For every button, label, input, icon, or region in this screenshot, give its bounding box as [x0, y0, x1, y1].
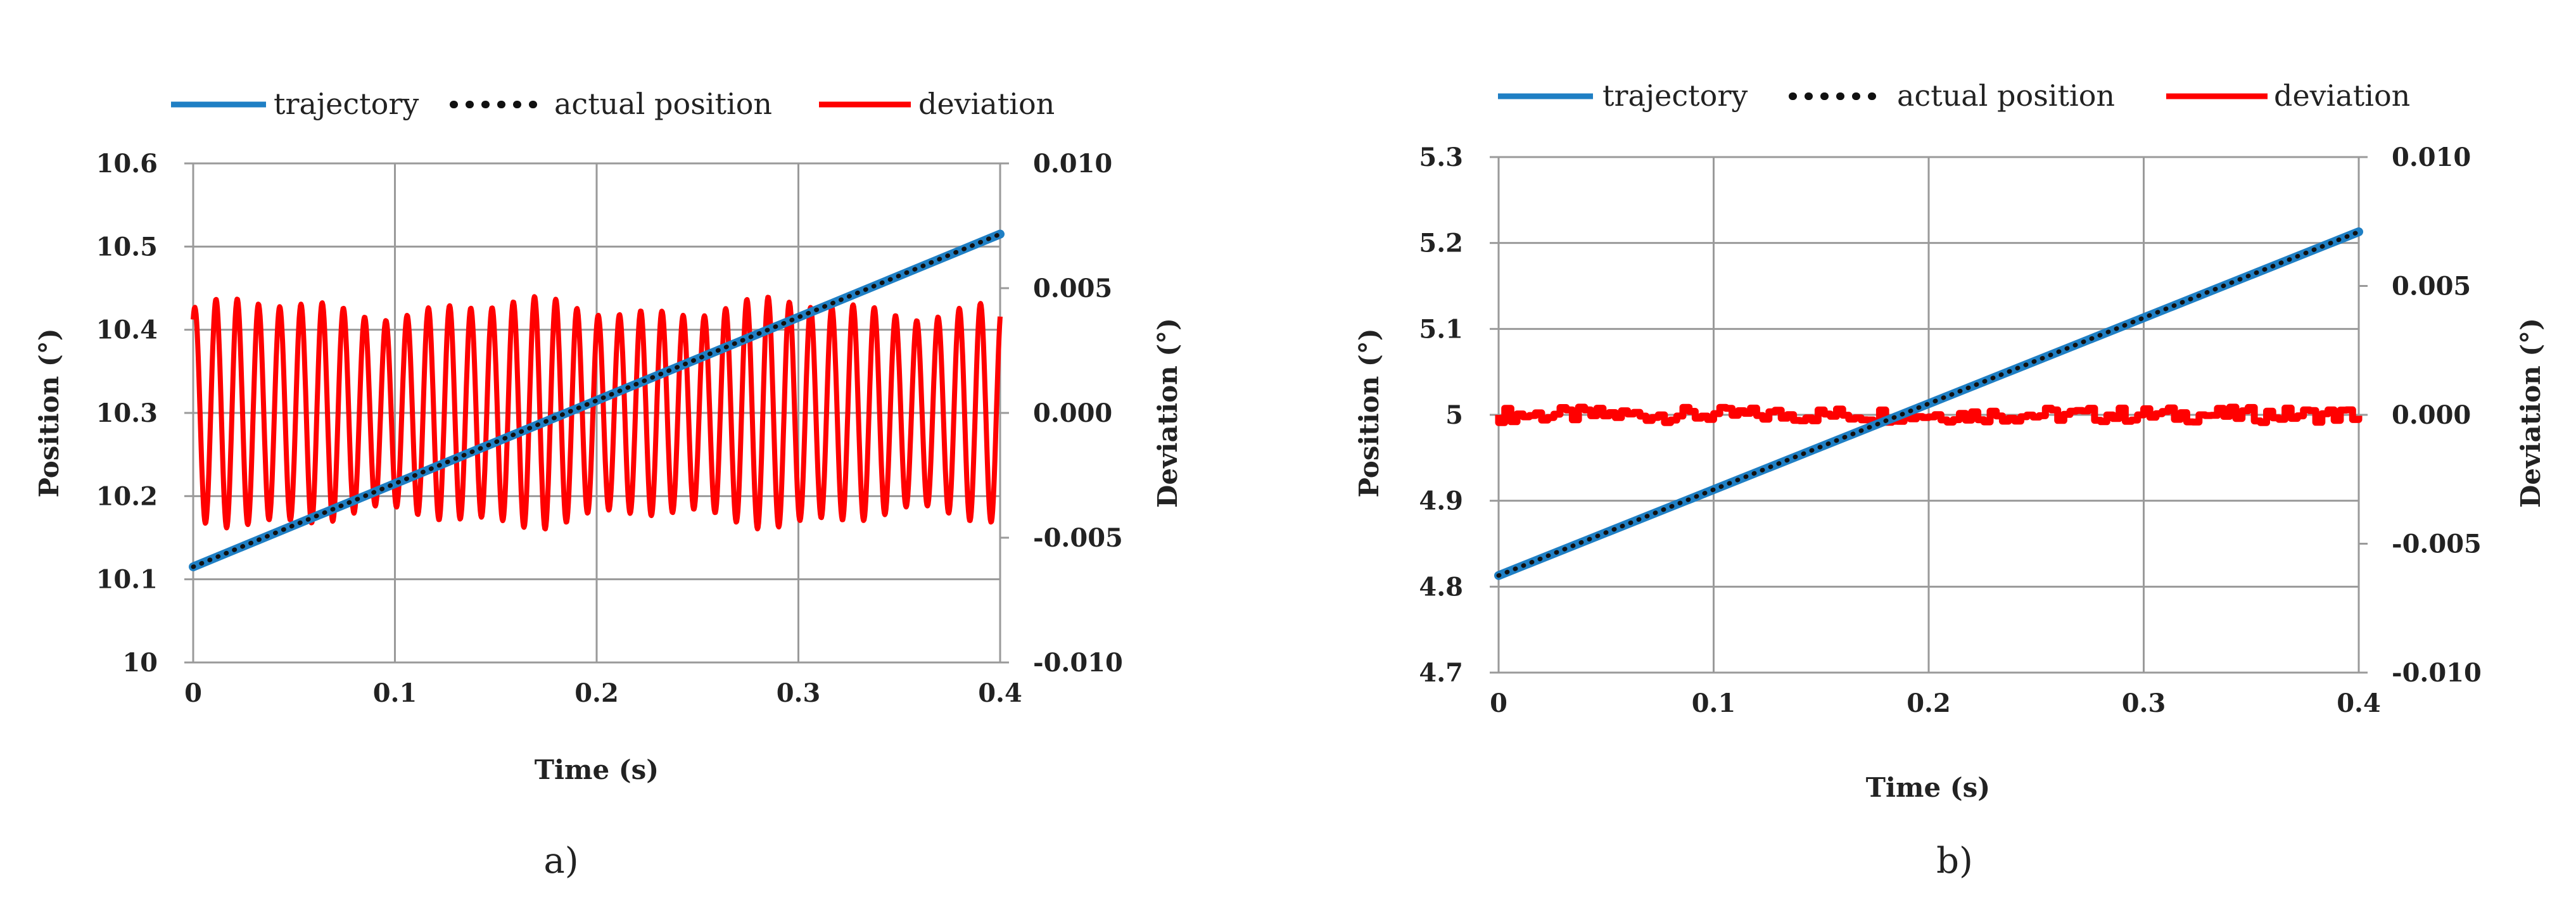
x-axis-title-b: Time (s): [1866, 772, 1990, 803]
y-left-tick-label-b: 5.3: [1419, 142, 1463, 172]
y-right-tick-label-b: 0.005: [2392, 272, 2471, 301]
x-tick-label-a: 0.1: [373, 678, 417, 708]
y-left-tick-label-b: 5.2: [1419, 229, 1463, 258]
panel-label-b: b): [1936, 840, 1973, 882]
plot-area-a: 0 0.1 0.2 0.3 0.4 10 10.1 10.2 10.3 10.4 10.5 10.6 -…: [96, 149, 1123, 708]
y-right-tick-label-a: 0.005: [1033, 274, 1112, 303]
y-right-tick-label-b: -0.010: [2392, 658, 2482, 688]
y-left-tick-label-b: 4.9: [1419, 486, 1463, 516]
y-right-tick-label-b: -0.005: [2392, 529, 2482, 559]
y-left-tick-label-a: 10.1: [96, 565, 158, 595]
y-left-tick-label-b: 4.7: [1419, 658, 1463, 688]
legend-a-deviation-label: deviation: [918, 87, 1055, 121]
y-right-tick-label-a: -0.010: [1033, 648, 1123, 678]
series-deviation-line-a: [191, 294, 1003, 532]
x-tick-label-b: 0: [1490, 688, 1507, 718]
y-left-tick-label-a: 10.3: [96, 398, 158, 428]
x-tick-label-b: 0.3: [2122, 688, 2166, 718]
legend-b-trajectory-label: trajectory: [1602, 79, 1748, 113]
legend-b: trajectory actual position deviation: [1498, 79, 2410, 113]
x-tick-label-b: 0.1: [1692, 688, 1736, 718]
series-deviation-line-b: [1495, 403, 2363, 426]
x-tick-label-a: 0.2: [574, 678, 619, 708]
y-right-tick-label-a: 0.010: [1033, 149, 1112, 179]
y-right-tick-label-a: -0.005: [1033, 523, 1123, 553]
y-axis-left-title-a: Position (°): [34, 328, 65, 497]
y-axis-left-title-b: Position (°): [1354, 328, 1385, 497]
y-axis-right-title-a: Deviation (°): [1152, 318, 1183, 508]
x-tick-label-a: 0.4: [978, 678, 1022, 708]
legend-a: trajectory actual position deviation: [171, 87, 1055, 121]
legend-a-actual-label: actual position: [554, 87, 772, 121]
panel-label-a: a): [543, 840, 578, 882]
legend-a-trajectory-label: trajectory: [274, 87, 419, 121]
y-right-tick-label-b: 0.010: [2392, 142, 2471, 172]
y-left-tick-label-a: 10.4: [96, 315, 158, 345]
x-tick-label-a: 0.3: [777, 678, 821, 708]
x-tick-label-b: 0.4: [2337, 688, 2381, 718]
x-tick-label-b: 0.2: [1907, 688, 1951, 718]
chart-panel-b: trajectory actual position deviation 0 0.…: [1354, 79, 2546, 882]
legend-b-deviation-label: deviation: [2274, 79, 2410, 113]
y-right-tick-label-a: 0.000: [1033, 398, 1112, 428]
series-actual-position-line-a: [191, 232, 1003, 569]
y-left-tick-label-b: 4.8: [1419, 572, 1463, 602]
y-left-tick-label-b: 5.1: [1419, 314, 1463, 344]
y-left-tick-label-a: 10.6: [96, 149, 158, 179]
x-axis-title-a: Time (s): [535, 754, 659, 785]
y-left-tick-label-a: 10: [122, 648, 158, 678]
y-axis-right-title-b: Deviation (°): [2515, 318, 2546, 508]
y-left-tick-label-a: 10.5: [96, 232, 158, 262]
y-left-tick-label-b: 5: [1445, 400, 1463, 430]
x-tick-label-a: 0: [184, 678, 202, 708]
plot-area-b: 0 0.1 0.2 0.3 0.4 4.7 4.8 4.9 5 5.1 5.2 5.3 -0.010 -0…: [1419, 142, 2481, 718]
y-right-tick-label-b: 0.000: [2392, 400, 2471, 430]
y-left-tick-label-a: 10.2: [96, 481, 158, 511]
series-actual-position-line-b: [1496, 229, 2361, 578]
chart-panel-a: trajectory actual position deviation 0 0.…: [34, 87, 1183, 882]
legend-b-actual-label: actual position: [1897, 79, 2115, 113]
